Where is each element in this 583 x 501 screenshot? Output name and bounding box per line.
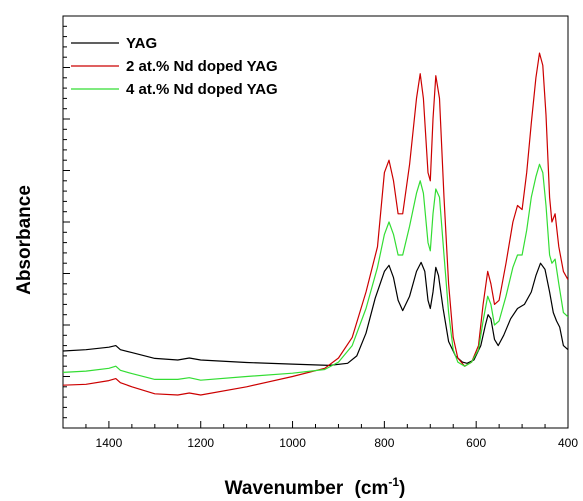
legend-label-3: 4 at.% Nd doped YAG [126,81,278,98]
plot-frame [62,15,569,429]
series-line-2 [63,52,568,396]
x-axis-label-close: ) [399,478,405,499]
series-layer [63,52,568,396]
x-axis-label-unit: (cm [355,478,389,499]
legend: YAG 2 at.% Nd doped YAG 4 at.% Nd doped YA… [71,35,278,98]
series-line-1 [63,261,568,366]
y-axis-label: Absorbance [14,185,35,295]
legend-label-1: YAG [126,35,157,52]
ticks-layer: 1400 1200 1000 800 600 400 [62,15,578,450]
x-tick-label: 1200 [187,436,214,450]
x-axis-label: Wavenumber (cm-1) [225,475,406,499]
x-tick-label: 600 [466,436,486,450]
x-tick-label: 1000 [279,436,306,450]
x-axis-label-text: Wavenumber [225,478,344,499]
x-tick-label: 400 [558,436,578,450]
legend-label-2: 2 at.% Nd doped YAG [126,58,278,75]
x-tick-label: 1400 [96,436,123,450]
x-axis-label-superscript: -1 [388,475,399,489]
x-tick-label: 800 [374,436,394,450]
series-line-3 [63,163,568,381]
